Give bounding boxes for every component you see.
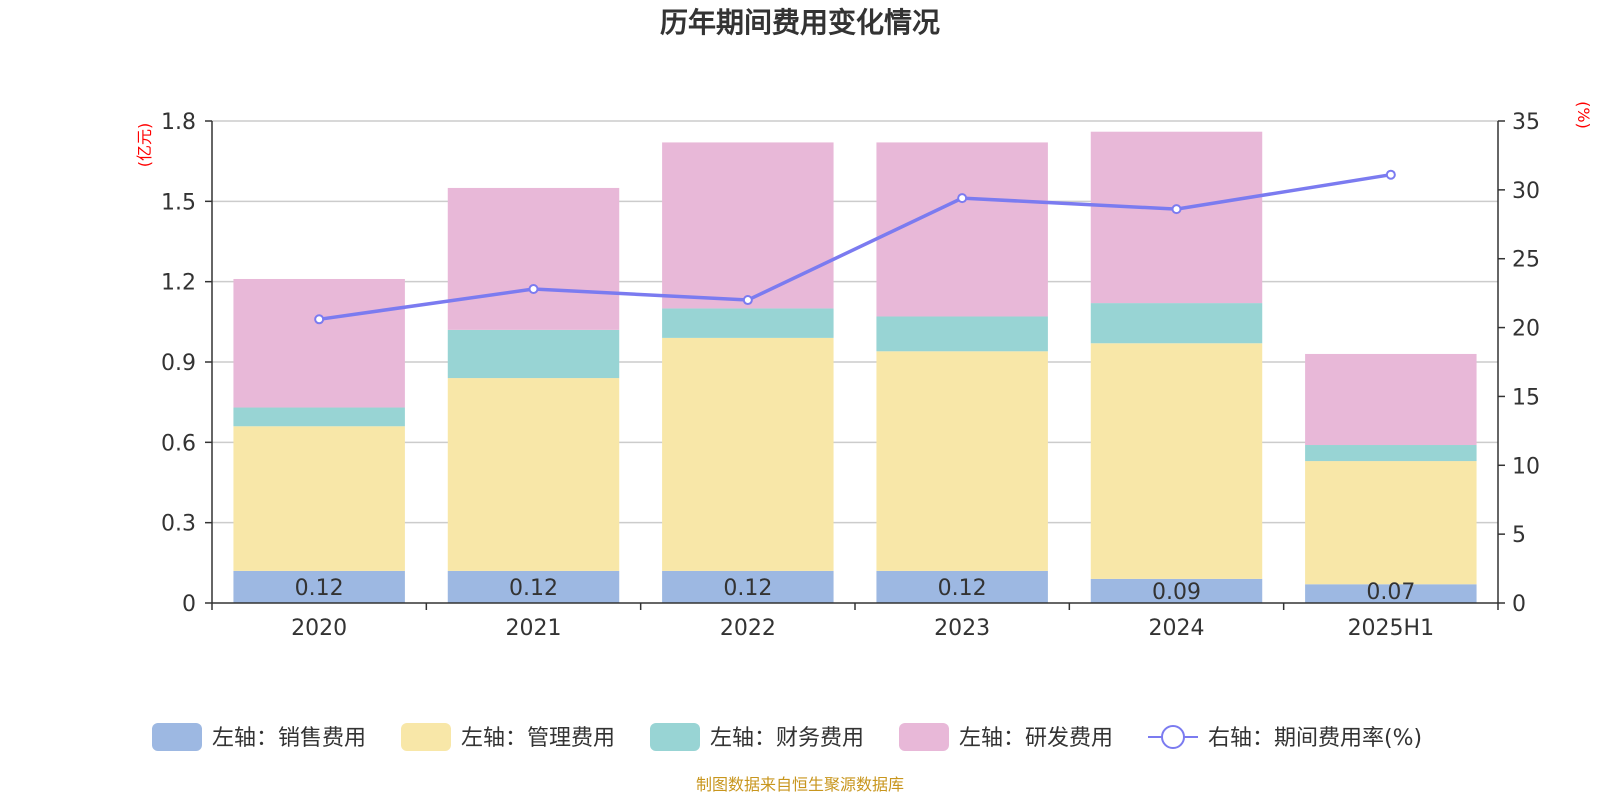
right-tick-label: 15 xyxy=(1512,385,1540,410)
bar-segment xyxy=(447,187,620,330)
bar-data-label: 0.12 xyxy=(938,576,987,601)
rate-line-point xyxy=(528,284,539,295)
bar-data-label: 0.07 xyxy=(1366,580,1415,605)
bar-segment xyxy=(233,407,405,427)
bar-segment xyxy=(1090,303,1263,344)
right-tick-label: 35 xyxy=(1512,110,1540,135)
bar-segment xyxy=(876,142,1048,317)
bar-segment xyxy=(1305,584,1477,603)
bar-segment xyxy=(233,426,405,571)
rate-line-point xyxy=(957,193,968,204)
bar-segment xyxy=(233,278,405,408)
legend-label[interactable]: 左轴：销售费用 xyxy=(212,726,366,751)
legend-label[interactable]: 右轴：期间费用率(%) xyxy=(1208,726,1422,751)
bar-segment xyxy=(1305,445,1477,462)
left-tick-label: 0.6 xyxy=(161,431,196,456)
bar-segment xyxy=(662,570,834,603)
x-tick-label: 2020 xyxy=(291,616,347,641)
legend-swatch[interactable] xyxy=(152,723,202,751)
rate-line-point xyxy=(314,314,325,325)
bar-segment xyxy=(876,316,1048,352)
bar-segment xyxy=(447,329,620,379)
bar-data-label: 0.12 xyxy=(295,576,344,601)
left-tick-label: 0 xyxy=(182,592,196,617)
left-tick-label: 1.2 xyxy=(161,271,196,296)
x-tick-label: 2021 xyxy=(506,616,562,641)
left-tick-label: 0.9 xyxy=(161,351,196,376)
right-axis-unit: (%) xyxy=(1574,101,1593,129)
legend-label[interactable]: 左轴：管理费用 xyxy=(461,726,615,751)
x-tick-label: 2023 xyxy=(934,616,990,641)
x-tick-label: 2024 xyxy=(1149,616,1205,641)
bar-segment xyxy=(1090,343,1263,579)
data-source-note: 制图数据来自恒生聚源数据库 xyxy=(696,775,904,794)
bar-segment xyxy=(876,570,1048,603)
right-tick-label: 20 xyxy=(1512,317,1540,342)
bar-series: 0.12 0.12 0.12 0.12 0.09 0.07 xyxy=(233,131,1477,605)
left-tick-label: 0.3 xyxy=(161,512,196,537)
legend-swatch[interactable] xyxy=(899,723,949,751)
grid-lines xyxy=(212,120,1498,524)
bar-data-label: 0.12 xyxy=(509,576,558,601)
right-tick-label: 25 xyxy=(1512,248,1540,273)
legend-circle-icon[interactable] xyxy=(1161,725,1185,749)
bar-segment xyxy=(876,351,1048,571)
left-tick-label: 1.5 xyxy=(161,190,196,215)
bar-segment xyxy=(662,337,834,571)
bar-data-label: 0.09 xyxy=(1152,580,1201,605)
bar-segment xyxy=(1305,461,1477,585)
bar-segment xyxy=(447,570,620,603)
bar-segment xyxy=(233,570,405,603)
rate-line-series xyxy=(314,169,1396,325)
legend-swatch[interactable] xyxy=(650,723,700,751)
right-tick-label: 0 xyxy=(1512,592,1526,617)
rate-line-point xyxy=(1171,204,1182,215)
x-tick-label: 2025H1 xyxy=(1348,616,1435,641)
rate-line-point xyxy=(742,295,753,306)
legend[interactable]: 左轴：销售费用 左轴：管理费用 左轴：财务费用 左轴：研发费用 右轴：期间费用率(%) xyxy=(152,723,1422,751)
axes: 0 0.3 0.6 0.9 1.2 1.5 1.8 0 5 10 15 20 25 30 35 2020 202… xyxy=(161,110,1540,641)
bar-segment xyxy=(447,378,620,571)
rate-line-point xyxy=(1385,169,1396,180)
chart-title: 历年期间费用变化情况 xyxy=(660,6,940,39)
bar-segment xyxy=(1090,578,1263,603)
bar-segment xyxy=(1305,353,1477,446)
x-tick-label: 2022 xyxy=(720,616,776,641)
right-tick-label: 10 xyxy=(1512,454,1540,479)
left-tick-label: 1.8 xyxy=(161,110,196,135)
bar-segment xyxy=(662,308,834,338)
rate-line-path xyxy=(318,172,1392,322)
right-tick-label: 5 xyxy=(1512,523,1526,548)
right-tick-label: 30 xyxy=(1512,179,1540,204)
legend-swatch[interactable] xyxy=(401,723,451,751)
bar-segment xyxy=(662,142,834,309)
left-axis-unit: (亿元) xyxy=(135,123,154,168)
bar-data-label: 0.12 xyxy=(723,576,772,601)
legend-label[interactable]: 左轴：财务费用 xyxy=(710,726,864,751)
legend-label[interactable]: 左轴：研发费用 xyxy=(959,726,1113,751)
bar-segment xyxy=(1090,131,1263,304)
